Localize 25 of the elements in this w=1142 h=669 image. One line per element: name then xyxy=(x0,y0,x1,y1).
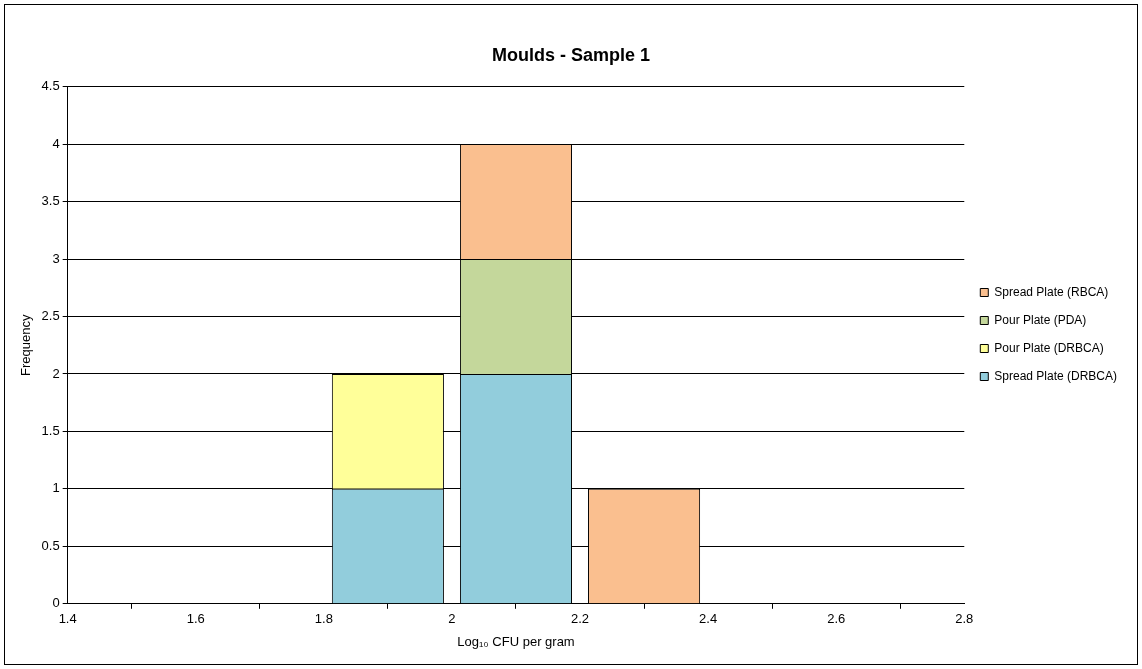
y-tick-label: 0.5 xyxy=(41,537,60,553)
x-tick-label: 1.6 xyxy=(186,611,205,627)
x-axis-title: Log₁₀ CFU per gram xyxy=(457,633,575,649)
x-tick-label: 1.8 xyxy=(314,611,333,627)
legend-label: Pour Plate (PDA) xyxy=(994,312,1087,327)
x-tick-label: 1.4 xyxy=(58,611,77,627)
x-tick-label: 2 xyxy=(448,611,456,627)
legend-label: Spread Plate (DRBCA) xyxy=(994,368,1118,383)
y-tick-label: 4 xyxy=(52,135,60,151)
y-tick-label: 2.5 xyxy=(41,308,60,324)
x-tick-label: 2.4 xyxy=(699,611,718,627)
y-axis-title: Frequency xyxy=(18,313,34,376)
chart-title: Moulds - Sample 1 xyxy=(491,44,651,65)
y-tick-label: 3.5 xyxy=(41,193,60,209)
y-tick-label: 1.5 xyxy=(41,422,60,438)
y-tick-label: 1 xyxy=(52,480,60,496)
y-tick-label: 0 xyxy=(52,595,60,611)
legend-label: Spread Plate (RBCA) xyxy=(994,284,1109,299)
x-tick-label: 2.2 xyxy=(570,611,590,627)
x-tick-label: 2.6 xyxy=(827,611,846,627)
legend-label: Pour Plate (DRBCA) xyxy=(994,340,1104,355)
y-tick-label: 4.5 xyxy=(41,78,60,94)
y-tick-label: 2 xyxy=(52,365,60,381)
y-tick-label: 3 xyxy=(52,250,60,266)
x-tick-label: 2.8 xyxy=(955,611,974,627)
